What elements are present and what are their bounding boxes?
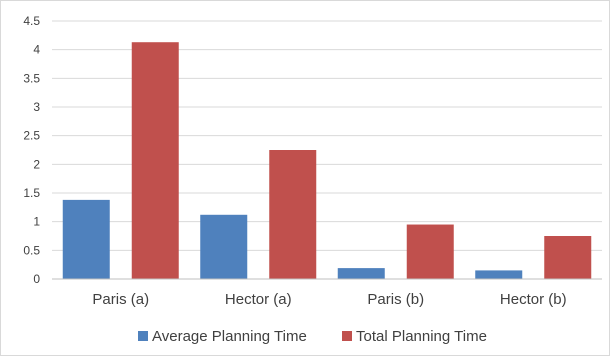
y-tick-label: 4 bbox=[33, 43, 40, 57]
y-tick-label: 2.5 bbox=[23, 129, 40, 143]
y-tick-label: 1.5 bbox=[23, 186, 40, 200]
y-tick-label: 0 bbox=[33, 272, 40, 286]
legend-swatch bbox=[138, 331, 148, 341]
x-category-label: Paris (a) bbox=[92, 291, 149, 308]
x-category-label: Paris (b) bbox=[367, 291, 424, 308]
x-axis-categories: Paris (a) Hector (a) Paris (b) Hector (b) bbox=[92, 291, 566, 308]
legend-swatch bbox=[342, 331, 352, 341]
x-category-label: Hector (a) bbox=[225, 291, 292, 308]
legend: Average Planning Time Total Planning Time bbox=[138, 328, 487, 345]
y-tick-label: 3.5 bbox=[23, 71, 40, 85]
bars bbox=[62, 42, 592, 279]
y-tick-label: 2 bbox=[33, 157, 40, 171]
y-tick-label: 3 bbox=[33, 100, 40, 114]
x-category-label: Hector (b) bbox=[500, 291, 567, 308]
legend-label: Total Planning Time bbox=[356, 328, 487, 345]
bar-average-2 bbox=[337, 268, 385, 279]
bar-average-3 bbox=[475, 270, 523, 279]
bar-total-0 bbox=[131, 42, 179, 279]
bar-total-2 bbox=[406, 224, 454, 279]
bar-total-3 bbox=[544, 236, 592, 279]
y-tick-label: 1 bbox=[33, 215, 40, 229]
bar-average-1 bbox=[200, 214, 248, 279]
bar-total-1 bbox=[269, 150, 317, 279]
y-tick-label: 4.5 bbox=[23, 14, 40, 28]
legend-label: Average Planning Time bbox=[152, 328, 307, 345]
bar-average-0 bbox=[62, 199, 110, 279]
y-axis-ticks: 0 0.5 1 1.5 2 2.5 3 3.5 4 4.5 bbox=[23, 14, 40, 286]
y-tick-label: 0.5 bbox=[23, 243, 40, 257]
